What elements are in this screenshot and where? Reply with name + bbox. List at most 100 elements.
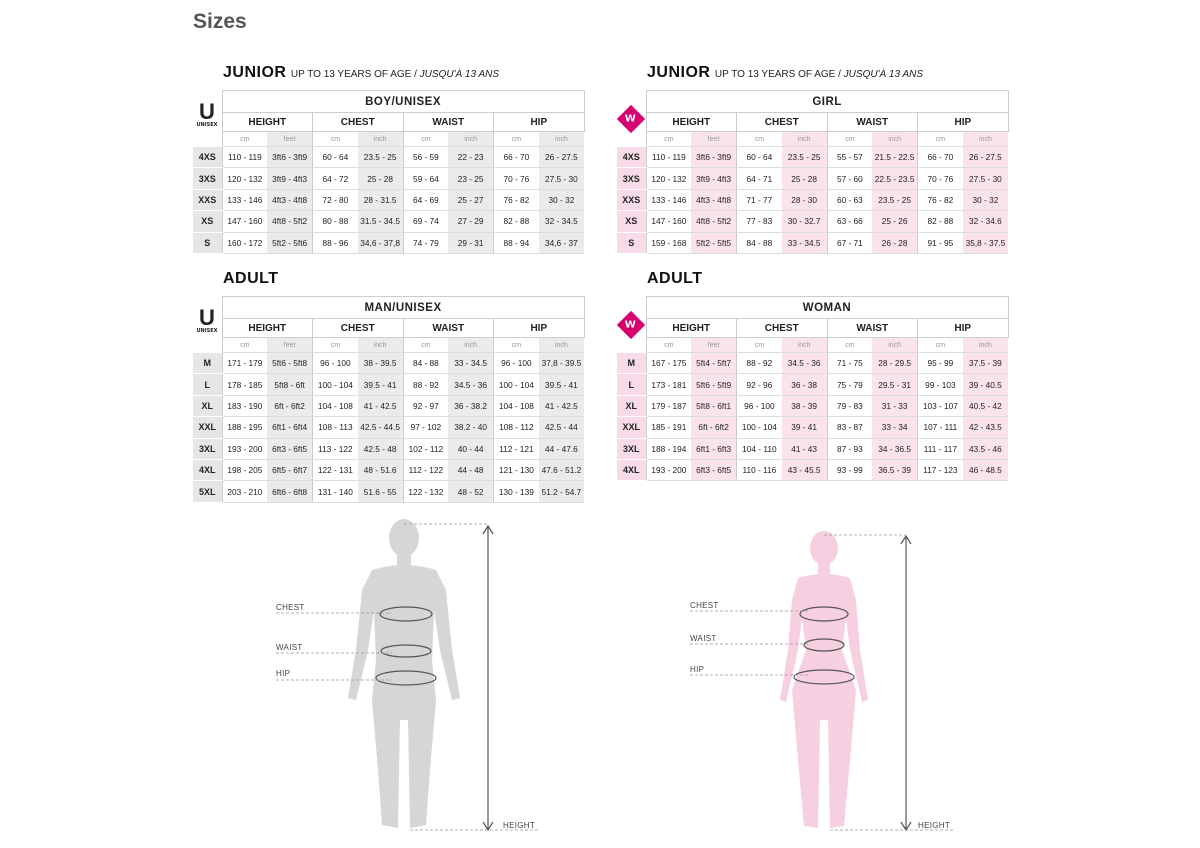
table-cell: 22 - 23 xyxy=(448,146,494,169)
unit-header: cm xyxy=(402,337,449,353)
table-row: S 159 - 168 5ft2 - 5ft5 84 - 88 33 - 34.5 67 … xyxy=(617,232,1009,254)
table-cell: 30 - 32.7 xyxy=(781,210,827,233)
table-cell: 63 - 66 xyxy=(826,210,873,233)
table-cell: 3ft6 - 3ft9 xyxy=(267,146,313,169)
male-waist-loop xyxy=(380,644,432,658)
table-cell: 83 - 87 xyxy=(826,416,873,439)
table-cell: 26 - 28 xyxy=(872,232,918,254)
table-cell: 72 - 80 xyxy=(311,189,358,212)
table-cell: 55 - 57 xyxy=(826,146,873,169)
measure-header: WAIST xyxy=(826,318,918,338)
table-cell: 6ft - 6ft2 xyxy=(691,416,737,439)
table-cell: 188 - 195 xyxy=(221,416,268,439)
table-cell: 117 - 123 xyxy=(916,459,963,482)
table-cell: 28 - 29.5 xyxy=(872,352,918,375)
table-cell: 93 - 99 xyxy=(826,459,873,482)
table-cell: 91 - 95 xyxy=(916,232,963,254)
unit-header: inch xyxy=(448,131,494,147)
table-cell: 29 - 31 xyxy=(448,232,494,254)
table-cell: 88 - 92 xyxy=(735,352,782,375)
table-cell: 41 - 42.5 xyxy=(357,395,403,418)
size-label: 3XS xyxy=(193,167,222,190)
section-title: ADULT xyxy=(647,270,703,288)
unit-header: inch xyxy=(538,131,585,147)
table-cell: 92 - 96 xyxy=(735,373,782,396)
table-cell: 29.5 - 31 xyxy=(872,373,918,396)
table-cell: 60 - 64 xyxy=(311,146,358,169)
unisex-logo-icon: U UNISEX xyxy=(196,305,218,335)
table-cell: 33 - 34 xyxy=(872,416,918,439)
table-cell: 32 - 34.5 xyxy=(538,210,585,233)
table-cell: 193 - 200 xyxy=(221,438,268,460)
table-cell: 113 - 122 xyxy=(311,438,358,460)
measure-header: HEIGHT xyxy=(645,318,737,338)
table-cell: 3ft9 - 4ft3 xyxy=(267,167,313,190)
table-row: 3XS 120 - 132 3ft9 - 4ft3 64 - 72 25 - 28 59 … xyxy=(193,167,585,190)
table-row: 3XL 188 - 194 6ft1 - 6ft3 104 - 110 41 - 43 8… xyxy=(617,438,1008,460)
table-cell: 87 - 93 xyxy=(826,438,873,460)
unit-header: cm xyxy=(916,337,963,353)
unit-header: cm xyxy=(916,131,963,147)
size-label: XXL xyxy=(617,416,646,439)
table-cell: 103 - 107 xyxy=(916,395,963,418)
table-cell: 42 - 43.5 xyxy=(962,416,1008,439)
table-cell: 25 - 27 xyxy=(448,189,494,212)
female-hip-loop xyxy=(793,669,855,685)
unit-header: cm xyxy=(311,337,358,353)
table-row: M 171 - 179 5ft6 - 5ft8 96 - 100 38 - 39.5 84… xyxy=(193,352,585,375)
table-cell: 6ft5 - 6ft7 xyxy=(267,459,313,482)
measure-header: HEIGHT xyxy=(221,112,313,132)
section-title: JUNIOR UP TO 13 YEARS OF AGE / JUSQU'À 1… xyxy=(647,64,923,82)
female-chest-label: CHEST xyxy=(690,601,719,610)
size-label: S xyxy=(193,232,222,254)
table-cell: 4ft3 - 4ft8 xyxy=(691,189,737,212)
table-cell: 64 - 72 xyxy=(311,167,358,190)
table-cell: 96 - 100 xyxy=(735,395,782,418)
table-group-header: GIRL xyxy=(645,90,1009,113)
size-label: 5XL xyxy=(193,480,222,503)
table-cell: 28 - 30 xyxy=(781,189,827,212)
table-cell: 185 - 191 xyxy=(645,416,692,439)
table-cell: 110 - 119 xyxy=(645,146,692,169)
size-label: 3XS xyxy=(617,167,646,190)
section-name: ADULT xyxy=(647,270,703,287)
section-name: JUNIOR xyxy=(223,64,287,81)
table-row: XS 147 - 160 4ft8 - 5ft2 80 - 88 31.5 - 34.5… xyxy=(193,210,585,233)
section-title: JUNIOR UP TO 13 YEARS OF AGE / JUSQU'À 1… xyxy=(223,64,499,82)
table-cell: 27.5 - 30 xyxy=(538,167,585,190)
unit-header: inch xyxy=(781,131,827,147)
table-cell: 38.2 - 40 xyxy=(448,416,494,439)
table-cell: 5ft4 - 5ft7 xyxy=(691,352,737,375)
size-table: WOMAN HEIGHT CHEST WAIST HIP cm feet cm inch cm in… xyxy=(617,296,1009,482)
section-name: JUNIOR xyxy=(647,64,711,81)
table-cell: 40.5 - 42 xyxy=(962,395,1008,418)
unit-header: inch xyxy=(872,337,918,353)
table-cell: 70 - 76 xyxy=(916,167,963,190)
table-row: 5XL 203 - 210 6ft6 - 6ft8 131 - 140 51.6 - 5… xyxy=(193,480,585,503)
unit-header: cm xyxy=(645,337,692,353)
unit-header: cm xyxy=(645,131,692,147)
female-waist-label: WAIST xyxy=(690,634,717,643)
table-row: 4XS 110 - 119 3ft6 - 3ft9 60 - 64 23.5 - 25 5… xyxy=(193,146,585,169)
table-row: XL 183 - 190 6ft - 6ft2 104 - 108 41 - 42.5 9… xyxy=(193,395,585,418)
table-row: XL 179 - 187 5ft8 - 6ft1 96 - 100 38 - 39 79 … xyxy=(617,395,1008,418)
table-cell: 37.5 - 39 xyxy=(962,352,1008,375)
table-cell: 33 - 34.5 xyxy=(781,232,827,254)
size-label: 3XL xyxy=(617,438,646,460)
table-cell: 5ft2 - 5ft6 xyxy=(267,232,313,254)
table-cell: 36 - 38.2 xyxy=(448,395,494,418)
table-cell: 77 - 83 xyxy=(735,210,782,233)
table-cell: 5ft6 - 5ft9 xyxy=(691,373,737,396)
measure-header: WAIST xyxy=(402,112,494,132)
table-cell: 71 - 75 xyxy=(826,352,873,375)
table-cell: 23.5 - 25 xyxy=(357,146,403,169)
table-cell: 33 - 34.5 xyxy=(448,352,494,375)
unit-header: cm xyxy=(311,131,358,147)
table-cell: 66 - 70 xyxy=(916,146,963,169)
table-cell: 88 - 96 xyxy=(311,232,358,254)
female-hip-label: HIP xyxy=(690,665,705,674)
table-cell: 104 - 110 xyxy=(735,438,782,460)
table-cell: 60 - 63 xyxy=(826,189,873,212)
table-row: M 167 - 175 5ft4 - 5ft7 88 - 92 34.5 - 36 71 … xyxy=(617,352,1008,375)
table-cell: 84 - 88 xyxy=(735,232,782,254)
